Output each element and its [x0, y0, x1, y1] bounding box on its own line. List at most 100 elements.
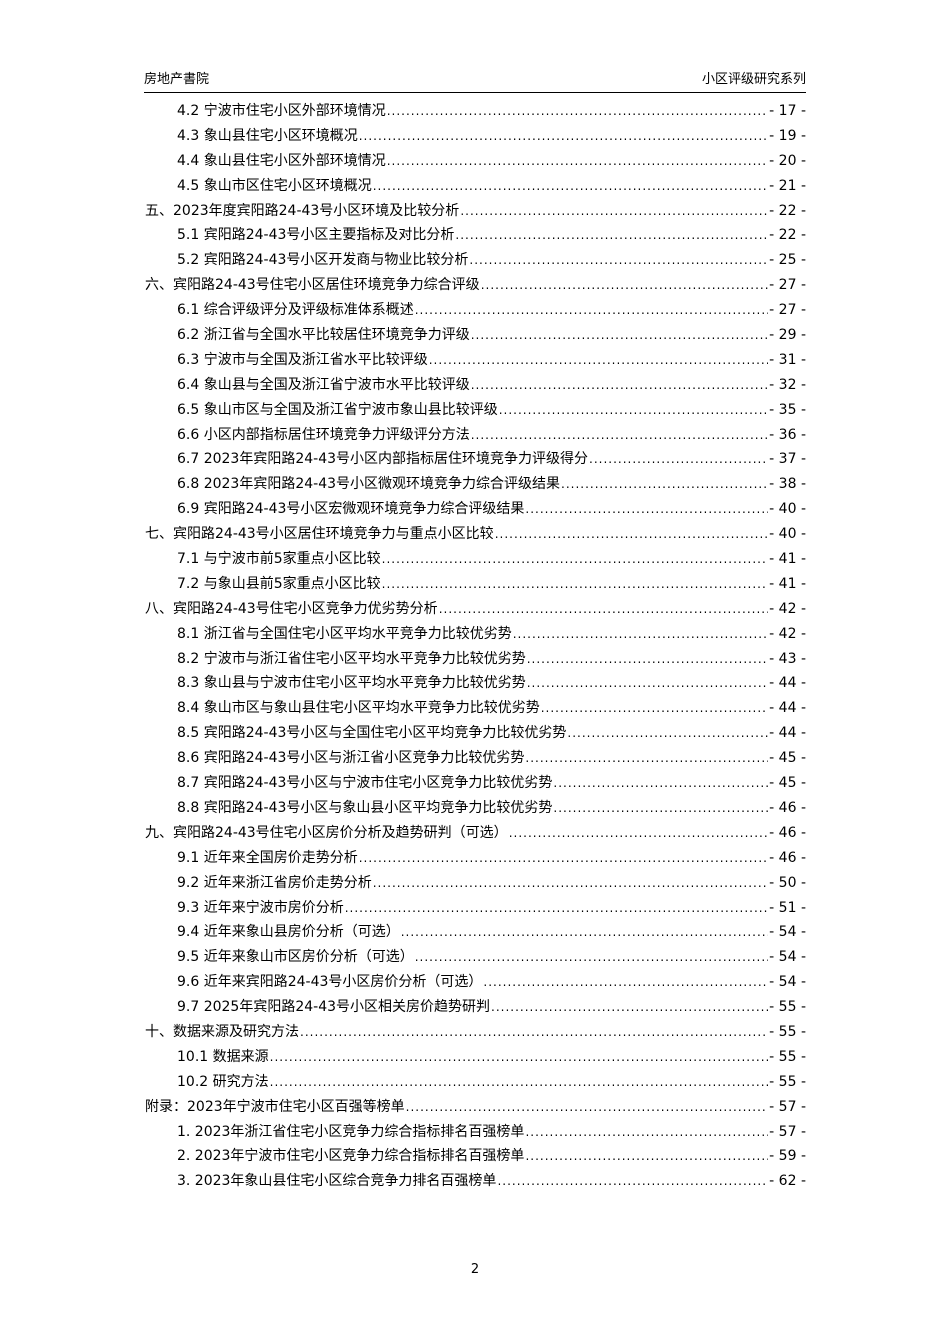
toc-entry[interactable]: 九、宾阳路24-43号住宅小区房价分析及趋势研判（可选） - 46 - — [145, 821, 806, 846]
toc-entry[interactable]: 4.3 象山县住宅小区环境概况 - 19 - — [145, 124, 806, 149]
dot-leader — [561, 472, 768, 497]
toc-entry[interactable]: 4.2 宁波市住宅小区外部环境情况 - 17 - — [145, 99, 806, 124]
toc-entry-title: 9.5 近年来象山市区房价分析（可选） — [177, 949, 414, 966]
toc-entry[interactable]: 6.9 宾阳路24-43号小区宏微观环境竞争力综合评级结果 - 40 - — [145, 497, 806, 522]
toc-entry[interactable]: 6.8 2023年宾阳路24-43号小区微观环境竞争力综合评级结果 - 38 - — [145, 472, 806, 497]
toc-entry-title: 5.2 宾阳路24-43号小区开发商与物业比较分析 — [177, 252, 469, 269]
toc-entry-page: - 41 - — [769, 551, 806, 568]
toc-entry[interactable]: 十、数据来源及研究方法 - 55 - — [145, 1020, 806, 1045]
toc-entry[interactable]: 10.2 研究方法 - 55 - — [145, 1070, 806, 1095]
toc-entry[interactable]: 8.3 象山县与宁波市住宅小区平均水平竞争力比较优劣势 - 44 - — [145, 671, 806, 696]
toc-entry[interactable]: 2. 2023年宁波市住宅小区竞争力综合指标排名百强榜单 - 59 - — [145, 1144, 806, 1169]
toc-entry[interactable]: 八、宾阳路24-43号住宅小区竞争力优劣势分析 - 42 - — [145, 597, 806, 622]
toc-entry-title: 6.9 宾阳路24-43号小区宏微观环境竞争力综合评级结果 — [177, 501, 525, 518]
toc-entry-title: 4.5 象山市区住宅小区环境概况 — [177, 177, 372, 194]
toc-entry[interactable]: 1. 2023年浙江省住宅小区竞争力综合指标排名百强榜单 - 57 - — [145, 1120, 806, 1145]
toc-entry[interactable]: 6.1 综合评级评分及评级标准体系概述 - 27 - — [145, 298, 806, 323]
toc-entry-title: 8.5 宾阳路24-43号小区与全国住宅小区平均竞争力比较优劣势 — [177, 725, 567, 742]
toc-entry[interactable]: 8.4 象山市区与象山县住宅小区平均水平竞争力比较优劣势 - 44 - — [145, 696, 806, 721]
toc-entry[interactable]: 8.7 宾阳路24-43号小区与宁波市住宅小区竞争力比较优劣势 - 45 - — [145, 771, 806, 796]
toc-entry-page: - 45 - — [769, 750, 806, 767]
toc-entry-title: 七、宾阳路24-43号小区居住环境竞争力与重点小区比较 — [145, 526, 494, 543]
toc-entry[interactable]: 6.2 浙江省与全国水平比较居住环境竞争力评级 - 29 - — [145, 323, 806, 348]
toc-entry[interactable]: 6.5 象山市区与全国及浙江省宁波市象山县比较评级 - 35 - — [145, 398, 806, 423]
toc-entry-page: - 22 - — [769, 202, 806, 219]
toc-entry[interactable]: 6.4 象山县与全国及浙江省宁波市水平比较评级 - 32 - — [145, 373, 806, 398]
toc-entry-title: 八、宾阳路24-43号住宅小区竞争力优劣势分析 — [145, 600, 438, 617]
toc-entry[interactable]: 5.2 宾阳路24-43号小区开发商与物业比较分析 - 25 - — [145, 248, 806, 273]
toc-entry-page: - 19 - — [769, 127, 806, 144]
toc-entry[interactable]: 6.3 宁波市与全国及浙江省水平比较评级 - 31 - — [145, 348, 806, 373]
dot-leader — [525, 1120, 768, 1145]
toc-entry-page: - 51 - — [769, 899, 806, 916]
toc-entry[interactable]: 3. 2023年象山县住宅小区综合竞争力排名百强榜单 - 62 - — [145, 1169, 806, 1194]
toc-entry[interactable]: 6.7 2023年宾阳路24-43号小区内部指标居住环境竞争力评级得分 - 37 … — [145, 447, 806, 472]
toc-entry-title: 6.8 2023年宾阳路24-43号小区微观环境竞争力综合评级结果 — [177, 476, 561, 493]
toc-entry-title: 7.2 与象山县前5家重点小区比较 — [177, 575, 381, 592]
dot-leader — [387, 99, 768, 124]
toc-entry-page: - 54 - — [769, 974, 806, 991]
toc-entry[interactable]: 五、2023年度宾阳路24-43号小区环境及比较分析 - 22 - — [145, 199, 806, 224]
toc-entry[interactable]: 5.1 宾阳路24-43号小区主要指标及对比分析 - 22 - — [145, 223, 806, 248]
dot-leader — [359, 124, 768, 149]
toc-entry[interactable]: 10.1 数据来源 - 55 - — [145, 1045, 806, 1070]
toc-entry-page: - 57 - — [769, 1123, 806, 1140]
header-left: 房地产書院 — [144, 72, 210, 87]
toc-entry-title: 附录：2023年宁波市住宅小区百强等榜单 — [145, 1098, 405, 1115]
toc-entry-page: - 27 - — [769, 277, 806, 294]
toc-entry[interactable]: 9.6 近年来宾阳路24-43号小区房价分析（可选） - 54 - — [145, 970, 806, 995]
dot-leader — [491, 995, 768, 1020]
toc-entry-title: 8.7 宾阳路24-43号小区与宁波市住宅小区竞争力比较优劣势 — [177, 775, 553, 792]
toc-entry[interactable]: 七、宾阳路24-43号小区居住环境竞争力与重点小区比较 - 40 - — [145, 522, 806, 547]
toc-entry[interactable]: 7.1 与宁波市前5家重点小区比较 - 41 - — [145, 547, 806, 572]
toc-entry[interactable]: 4.4 象山县住宅小区外部环境情况 - 20 - — [145, 149, 806, 174]
toc-entry-page: - 55 - — [769, 1073, 806, 1090]
toc-entry-page: - 44 - — [769, 700, 806, 717]
toc-entry[interactable]: 8.5 宾阳路24-43号小区与全国住宅小区平均竞争力比较优劣势 - 44 - — [145, 721, 806, 746]
toc-entry[interactable]: 6.6 小区内部指标居住环境竞争力评级评分方法 - 36 - — [145, 423, 806, 448]
toc-entry-page: - 44 - — [769, 675, 806, 692]
dot-leader — [497, 1169, 768, 1194]
toc-entry-title: 4.4 象山县住宅小区外部环境情况 — [177, 152, 386, 169]
toc-entry-title: 4.3 象山县住宅小区环境概况 — [177, 127, 358, 144]
toc-entry-title: 8.8 宾阳路24-43号小区与象山县小区平均竞争力比较优劣势 — [177, 799, 553, 816]
toc-entry-title: 九、宾阳路24-43号住宅小区房价分析及趋势研判（可选） — [145, 824, 508, 841]
toc-entry-title: 2. 2023年宁波市住宅小区竞争力综合指标排名百强榜单 — [177, 1148, 525, 1165]
toc-entry-page: - 27 - — [769, 302, 806, 319]
toc-entry[interactable]: 9.7 2025年宾阳路24-43号小区相关房价趋势研判 - 55 - — [145, 995, 806, 1020]
dot-leader — [471, 323, 768, 348]
toc-entry[interactable]: 8.6 宾阳路24-43号小区与浙江省小区竞争力比较优劣势 - 45 - — [145, 746, 806, 771]
toc-entry[interactable]: 9.3 近年来宁波市房价分析 - 51 - — [145, 896, 806, 921]
toc-entry[interactable]: 9.2 近年来浙江省房价走势分析 - 50 - — [145, 871, 806, 896]
dot-leader — [270, 1045, 769, 1070]
toc-entry-page: - 37 - — [769, 451, 806, 468]
toc-entry[interactable]: 9.1 近年来全国房价走势分析 - 46 - — [145, 846, 806, 871]
toc-entry-page: - 42 - — [769, 600, 806, 617]
dot-leader — [481, 273, 768, 298]
toc-entry-page: - 40 - — [769, 526, 806, 543]
toc-entry-title: 9.1 近年来全国房价走势分析 — [177, 849, 358, 866]
dot-leader — [429, 348, 768, 373]
dot-leader — [589, 447, 768, 472]
toc-entry[interactable]: 8.1 浙江省与全国住宅小区平均水平竞争力比较优劣势 - 42 - — [145, 622, 806, 647]
dot-leader — [483, 970, 768, 995]
toc-entry-page: - 17 - — [769, 103, 806, 119]
toc-entry[interactable]: 9.4 近年来象山县房价分析（可选） - 54 - — [145, 920, 806, 945]
toc-entry-title: 五、2023年度宾阳路24-43号小区环境及比较分析 — [145, 202, 460, 219]
toc-entry-page: - 50 - — [769, 874, 806, 891]
dot-leader — [270, 1070, 769, 1095]
toc-entry-title: 8.4 象山市区与象山县住宅小区平均水平竞争力比较优劣势 — [177, 700, 540, 717]
toc-entry-page: - 41 - — [769, 575, 806, 592]
toc-entry[interactable]: 六、宾阳路24-43号住宅小区居住环境竞争力综合评级 - 27 - — [145, 273, 806, 298]
toc-entry[interactable]: 8.8 宾阳路24-43号小区与象山县小区平均竞争力比较优劣势 - 46 - — [145, 796, 806, 821]
toc-entry[interactable]: 7.2 与象山县前5家重点小区比较 - 41 - — [145, 572, 806, 597]
toc-entry-title: 6.5 象山市区与全国及浙江省宁波市象山县比较评级 — [177, 401, 498, 418]
toc-entry[interactable]: 4.5 象山市区住宅小区环境概况 - 21 - — [145, 174, 806, 199]
toc-entry-page: - 57 - — [769, 1098, 806, 1115]
toc-entry[interactable]: 附录：2023年宁波市住宅小区百强等榜单 - 57 - — [145, 1095, 806, 1120]
toc-entry[interactable]: 9.5 近年来象山市区房价分析（可选） - 54 - — [145, 945, 806, 970]
toc-entry[interactable]: 8.2 宁波市与浙江省住宅小区平均水平竞争力比较优劣势 - 43 - — [145, 647, 806, 672]
toc-entry-page: - 38 - — [769, 476, 806, 493]
dot-leader — [373, 174, 768, 199]
toc-entry-title: 9.4 近年来象山县房价分析（可选） — [177, 924, 400, 941]
